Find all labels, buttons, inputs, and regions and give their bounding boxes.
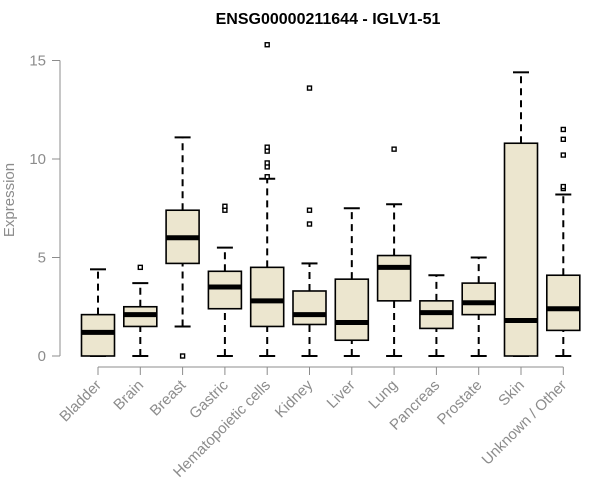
outlier-point [560, 136, 566, 143]
x-tick-label: Liver [324, 377, 359, 412]
box [376, 254, 412, 302]
x-tick-label: Brain [110, 377, 147, 414]
box-group [419, 274, 454, 357]
box-series [80, 42, 581, 359]
box-group [545, 126, 581, 357]
outlier-point [306, 85, 313, 91]
box-group [249, 42, 285, 357]
y-tick-label: 15 [29, 53, 46, 70]
box-group [292, 85, 327, 357]
box-group [80, 268, 116, 357]
y-tick-label: 10 [29, 151, 46, 168]
outlier-point [222, 203, 228, 209]
y-axis-label: Expression [1, 163, 18, 237]
box-group [376, 146, 412, 357]
x-tick-label: Lung [365, 377, 401, 413]
box [545, 274, 581, 332]
box [80, 313, 116, 357]
outlier-point [179, 353, 186, 359]
box [503, 142, 539, 357]
x-tick-label: Skin [495, 377, 528, 410]
outlier-point [264, 160, 270, 166]
outlier-point [264, 42, 270, 48]
outlier-point [264, 144, 270, 150]
y-tick-label: 0 [38, 348, 46, 365]
box [334, 278, 370, 342]
y-tick-label: 5 [38, 250, 46, 267]
x-tick-label: Kidney [272, 376, 317, 421]
outlier-point [306, 207, 313, 213]
box-group [503, 71, 539, 357]
box-group [123, 264, 158, 357]
box [461, 282, 497, 316]
outlier-point [560, 152, 566, 158]
box-group [165, 136, 200, 359]
y-axis: 0 5 10 15 [29, 53, 61, 365]
chart-title: ENSG00000211644 - IGLV1-51 [216, 11, 441, 28]
box-group [207, 203, 243, 357]
box-group [461, 256, 497, 357]
box [207, 270, 243, 310]
x-tick-label: Prostate [434, 377, 486, 429]
outlier-point [306, 221, 313, 227]
outlier-point [560, 126, 566, 133]
box-group [334, 207, 370, 357]
outlier-point [137, 264, 144, 271]
outlier-point [264, 174, 270, 180]
box [249, 266, 285, 328]
outlier-point [560, 183, 566, 190]
x-tick-label: Breast [147, 376, 190, 419]
box [292, 290, 327, 326]
outlier-point [391, 146, 397, 152]
x-tick-label: Bladder [56, 377, 105, 426]
